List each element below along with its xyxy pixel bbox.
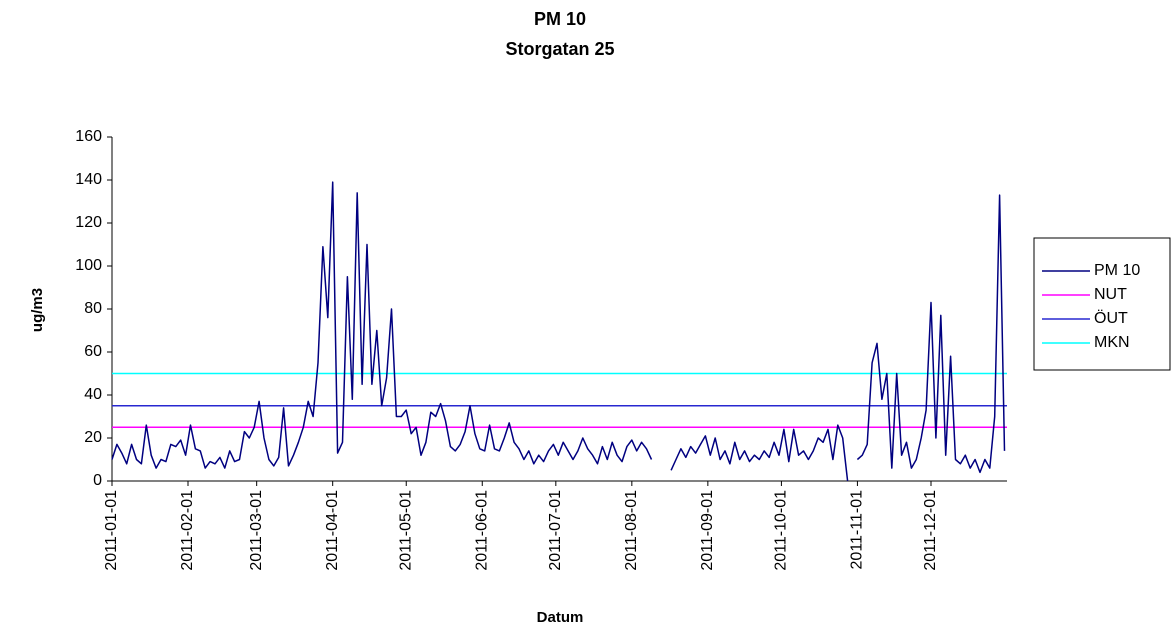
legend-box [1033,237,1171,371]
y-tick-label: 120 [75,214,102,231]
x-tick-label: 2011-04-01 [324,490,341,571]
x-tick-label: 2011-10-01 [773,490,790,571]
x-tick-label: 2011-09-01 [699,490,716,571]
x-tick-label: 2011-02-01 [179,490,196,571]
x-tick-label: 2011-07-01 [547,490,564,571]
y-tick-label: 0 [93,472,102,489]
x-tick-label: 2011-01-01 [103,490,120,571]
x-tick-label: 2011-05-01 [397,490,414,571]
legend-label: NUT [1094,286,1127,303]
x-tick-label: 2011-08-01 [623,490,640,571]
chart-subtitle: Storgatan 25 [505,39,614,59]
legend-label: ÖUT [1094,309,1128,327]
y-tick-label: 60 [84,343,102,360]
chart-title: PM 10 [534,9,586,29]
y-tick-label: 80 [84,300,102,317]
y-axis-label: ug/m3 [29,288,46,332]
legend-label: MKN [1094,334,1130,351]
y-tick-label: 40 [84,386,102,403]
x-tick-label: 2011-03-01 [248,490,265,571]
legend-label: PM 10 [1094,262,1140,279]
y-tick-label: 100 [75,257,102,274]
y-tick-label: 20 [84,429,102,446]
y-tick-label: 140 [75,171,102,188]
y-tick-label: 160 [75,128,102,145]
data-line [111,181,1006,482]
x-tick-label: 2011-06-01 [473,490,490,571]
x-tick-label: 2011-11-01 [849,490,866,570]
x-tick-label: 2011-12-01 [922,490,939,571]
x-axis-label: Datum [537,609,584,626]
